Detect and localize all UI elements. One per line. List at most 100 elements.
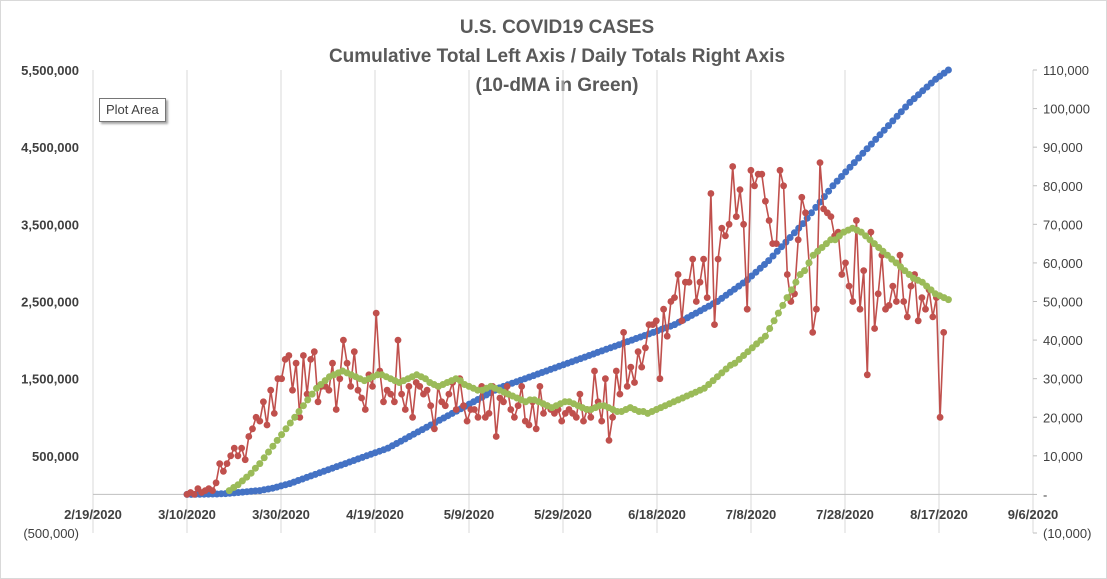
daily-cases-point	[914, 317, 922, 325]
cumulative-cases-point	[765, 257, 773, 265]
cumulative-cases-point	[778, 243, 786, 251]
daily-cases-point	[722, 232, 729, 240]
daily-cases-point	[354, 386, 362, 394]
daily-cases-point	[332, 406, 340, 413]
daily-cases-point	[598, 417, 606, 425]
daily-cases-point	[602, 375, 609, 383]
cumulative-cases-point	[846, 163, 854, 171]
daily-10dma-point	[774, 309, 782, 317]
daily-cases-point	[827, 213, 835, 221]
daily-cases-point	[936, 413, 944, 421]
daily-cases-point	[696, 278, 704, 286]
daily-cases-point	[325, 386, 333, 394]
cumulative-cases-point	[944, 66, 952, 74]
daily-10dma-point	[766, 325, 774, 332]
daily-10dma-point	[286, 419, 294, 427]
daily-cases-point	[463, 417, 471, 425]
daily-cases-point	[685, 278, 693, 286]
cumulative-cases-point	[902, 103, 910, 111]
cumulative-cases-point	[867, 140, 875, 148]
daily-cases-point	[372, 309, 380, 317]
daily-cases-point	[780, 182, 787, 190]
daily-10dma-point	[304, 396, 312, 404]
plot-area-tooltip: Plot Area	[99, 98, 166, 122]
y-right-tick-label: 50,000	[1043, 295, 1083, 310]
daily-10dma-point	[256, 460, 264, 468]
daily-cases-point	[190, 491, 198, 498]
daily-cases-point	[813, 305, 820, 313]
x-tick-label: 3/30/2020	[252, 507, 310, 522]
daily-cases-point	[765, 217, 773, 224]
daily-cases-point	[845, 282, 853, 290]
daily-10dma-point	[299, 402, 307, 410]
daily-cases-point	[216, 460, 224, 467]
daily-cases-point	[296, 413, 304, 421]
daily-cases-point	[718, 224, 726, 232]
daily-cases-point	[336, 375, 344, 383]
daily-10dma-point	[260, 454, 268, 462]
daily-cases-point	[853, 217, 860, 224]
daily-cases-point	[460, 402, 467, 410]
cumulative-cases-point	[825, 187, 833, 195]
daily-cases-point	[856, 305, 864, 313]
daily-cases-point	[671, 294, 678, 301]
daily-cases-point	[747, 166, 755, 174]
x-tick-label: 2/19/2020	[64, 507, 122, 522]
daily-cases-point	[270, 410, 278, 417]
cumulative-cases-point	[850, 159, 858, 167]
daily-10dma-point	[308, 390, 316, 398]
daily-cases-point	[445, 390, 453, 398]
daily-10dma-point	[779, 301, 787, 309]
daily-cases-point	[809, 329, 817, 336]
daily-cases-point	[423, 386, 431, 394]
cumulative-cases-point	[812, 203, 820, 211]
y-left-tick-label: 3,500,000	[21, 217, 79, 232]
daily-10dma-point	[247, 469, 255, 477]
daily-cases-point	[452, 406, 460, 413]
daily-10dma-point	[269, 442, 277, 450]
cumulative-cases-point	[889, 117, 897, 125]
y-right-tick-label: 10,000	[1043, 449, 1083, 464]
daily-10dma-point	[788, 286, 795, 294]
daily-cases-point	[903, 313, 911, 321]
daily-cases-point	[612, 367, 620, 375]
daily-cases-point	[212, 479, 220, 487]
x-tick-label: 7/8/2020	[726, 507, 777, 522]
daily-10dma-point	[792, 278, 800, 286]
daily-cases-point	[652, 317, 660, 325]
daily-cases-point	[758, 170, 766, 178]
daily-cases-point	[572, 413, 580, 421]
daily-10dma-point	[805, 259, 813, 267]
daily-cases-point	[889, 282, 897, 290]
daily-cases-point	[532, 425, 540, 433]
daily-cases-point	[358, 394, 365, 402]
y-right-tick-label: 90,000	[1043, 140, 1083, 155]
daily-cases-point	[627, 363, 635, 371]
daily-cases-point	[500, 398, 507, 406]
daily-cases-point	[689, 255, 697, 263]
daily-cases-point	[642, 344, 649, 352]
daily-cases-point	[260, 398, 267, 406]
daily-10dma-point	[761, 332, 769, 340]
daily-cases-point	[874, 290, 882, 298]
daily-cases-point	[896, 251, 904, 259]
daily-cases-point	[401, 406, 409, 413]
daily-cases-point	[398, 390, 405, 398]
daily-10dma-point	[251, 464, 259, 472]
x-tick-label: 5/9/2020	[444, 507, 495, 522]
daily-cases-point	[405, 383, 413, 390]
cumulative-cases-point	[859, 149, 867, 157]
chart-title-line: Cumulative Total Left Axis / Daily Total…	[329, 46, 785, 67]
daily-cases-point	[918, 294, 926, 301]
y-right-tick-label: -	[1043, 487, 1047, 502]
y-right-tick-label: 80,000	[1043, 179, 1083, 194]
daily-cases-point	[220, 467, 227, 475]
y-left-tick-label: (500,000)	[23, 526, 79, 541]
daily-cases-point	[616, 390, 624, 398]
daily-cases-point	[802, 209, 809, 217]
cumulative-cases-point	[769, 252, 777, 260]
daily-cases-point	[900, 298, 908, 305]
cumulative-cases-line	[187, 69, 949, 495]
daily-cases-point	[783, 271, 791, 278]
